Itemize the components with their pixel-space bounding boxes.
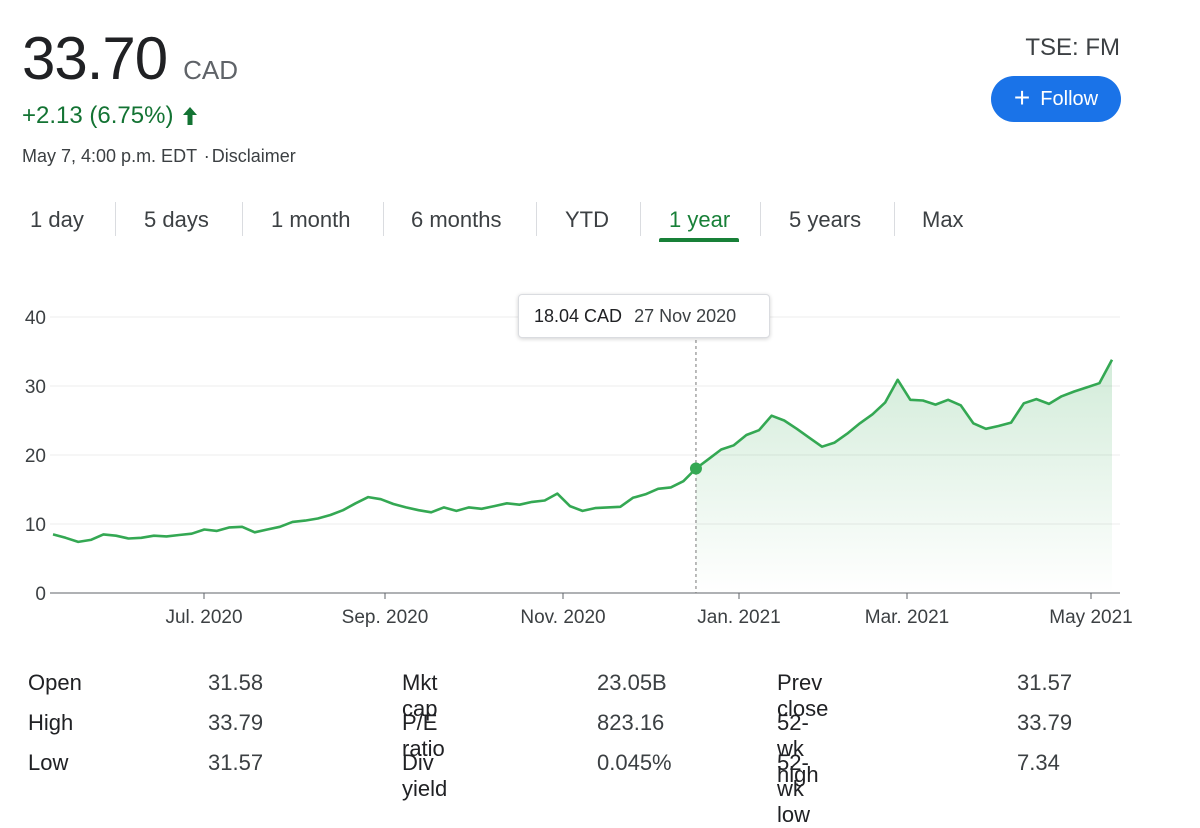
tab-divider <box>536 202 537 236</box>
tab-divider <box>894 202 895 236</box>
stat-value-mkt-cap: 23.05B <box>597 670 667 696</box>
tab-divider <box>115 202 116 236</box>
tab-ytd[interactable]: YTD <box>565 196 609 244</box>
tab-max[interactable]: Max <box>922 196 964 244</box>
currency-label: CAD <box>183 55 238 86</box>
tooltip-date: 27 Nov 2020 <box>634 306 736 327</box>
active-tab-indicator <box>659 238 739 242</box>
y-tick-label: 40 <box>25 308 46 329</box>
y-tick-label: 0 <box>35 584 46 605</box>
chart-tooltip: 18.04 CAD 27 Nov 2020 <box>518 294 770 338</box>
stat-label-div-yield: Div yield <box>402 750 447 802</box>
follow-button[interactable]: + Follow <box>991 76 1121 122</box>
price-row: 33.70 CAD <box>22 24 238 93</box>
price-change-value: +2.13 (6.75%) <box>22 102 173 130</box>
stat-value-prev-close: 31.57 <box>1017 670 1072 696</box>
tab-1-month[interactable]: 1 month <box>271 196 351 244</box>
tab-divider <box>640 202 641 236</box>
y-tick-label: 20 <box>25 446 46 467</box>
stat-value-high: 33.79 <box>208 710 263 736</box>
stat-label-52wk-low: 52-wk low <box>777 750 810 828</box>
tab-1-day[interactable]: 1 day <box>30 196 84 244</box>
stat-value-low: 31.57 <box>208 750 263 776</box>
x-tick-label: Nov. 2020 <box>520 607 605 628</box>
x-tick-label: May 2021 <box>1049 607 1132 628</box>
price-change: +2.13 (6.75%) <box>22 102 199 130</box>
stat-label-open: Open <box>28 670 82 696</box>
tab-divider <box>760 202 761 236</box>
follow-label: Follow <box>1040 88 1098 111</box>
highlight-point <box>690 463 702 475</box>
exchange-ticker: TSE: FM <box>1025 34 1120 62</box>
x-tick-label: Jul. 2020 <box>165 607 242 628</box>
x-tick-label: Mar. 2021 <box>865 607 950 628</box>
stat-label-low: Low <box>28 750 68 776</box>
tab-5-years[interactable]: 5 years <box>789 196 861 244</box>
tab-divider <box>383 202 384 236</box>
stat-value-52wk-low: 7.34 <box>1017 750 1060 776</box>
plus-icon: + <box>1014 84 1030 112</box>
tab-5-days[interactable]: 5 days <box>144 196 209 244</box>
arrow-up-icon <box>181 106 199 126</box>
stat-value-div-yield: 0.045% <box>597 750 672 776</box>
x-tick-label: Sep. 2020 <box>342 607 429 628</box>
tab-divider <box>242 202 243 236</box>
timestamp-row: May 7, 4:00 p.m. EDT ·Disclaimer <box>22 146 296 167</box>
separator: · <box>204 146 210 166</box>
tooltip-value: 18.04 CAD <box>534 306 622 327</box>
price-value: 33.70 <box>22 24 167 93</box>
tab-6-months[interactable]: 6 months <box>411 196 502 244</box>
tab-1-year[interactable]: 1 year <box>669 196 730 244</box>
range-tabs: 1 day 5 days 1 month 6 months YTD 1 year… <box>0 196 1000 246</box>
x-tick-label: Jan. 2021 <box>697 607 780 628</box>
stat-label-high: High <box>28 710 73 736</box>
stat-value-pe-ratio: 823.16 <box>597 710 664 736</box>
stat-value-open: 31.58 <box>208 670 263 696</box>
timestamp: May 7, 4:00 p.m. EDT <box>22 146 197 166</box>
stat-value-52wk-high: 33.79 <box>1017 710 1072 736</box>
y-tick-label: 10 <box>25 515 46 536</box>
disclaimer-link[interactable]: Disclaimer <box>212 146 296 166</box>
y-tick-label: 30 <box>25 377 46 398</box>
chart-area-fill <box>696 360 1112 593</box>
